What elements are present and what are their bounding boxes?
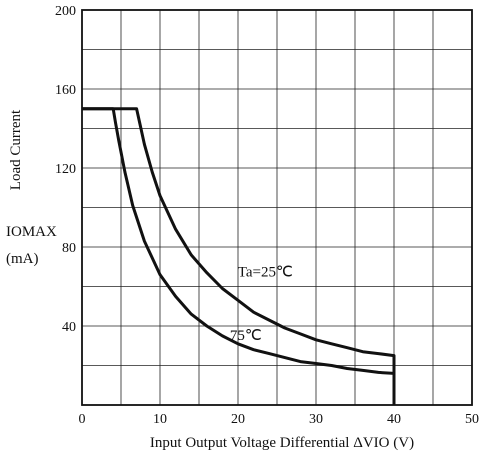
y-tick-label: 200 [55, 4, 76, 19]
y-axis-title-symbol: IOMAX [6, 224, 57, 240]
series-line-ta-25c [82, 107, 396, 405]
y-tick-label: 80 [62, 241, 76, 256]
x-tick-label: 20 [231, 412, 245, 427]
series-group [82, 107, 396, 405]
y-tick-label: 160 [55, 83, 76, 98]
series-line-75c [82, 107, 396, 405]
x-axis-ticks: 0 10 20 30 40 50 [79, 412, 480, 427]
annotations: Ta=25℃ 75℃ [230, 265, 293, 344]
x-tick-label: 0 [79, 412, 86, 427]
series-annotation: 75℃ [230, 328, 262, 344]
x-tick-label: 50 [465, 412, 479, 427]
series-annotation: Ta=25℃ [238, 265, 293, 281]
x-axis-title: Input Output Voltage Differential ΔVIO (… [150, 435, 414, 451]
plot-frame [81, 9, 473, 406]
grid-lines [82, 10, 472, 405]
y-axis-title-unit: (mA) [6, 251, 39, 267]
y-axis-ticks: 40 80 120 160 200 [55, 4, 76, 335]
y-tick-label: 40 [62, 320, 76, 335]
x-tick-label: 30 [309, 412, 323, 427]
y-axis-title-side: Load Current [8, 109, 24, 190]
x-tick-label: 10 [153, 412, 167, 427]
x-tick-label: 40 [387, 412, 401, 427]
y-tick-label: 120 [55, 162, 76, 177]
